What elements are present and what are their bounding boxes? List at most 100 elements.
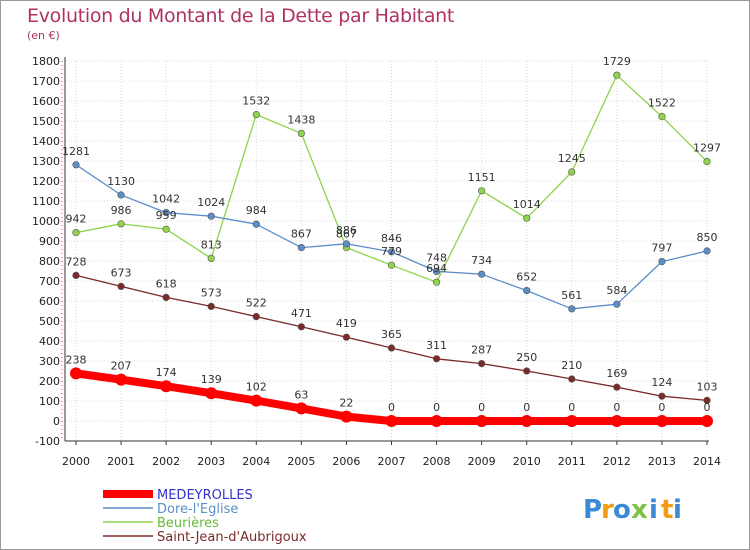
data-point (658, 392, 666, 400)
data-point (207, 254, 215, 262)
data-point (475, 415, 488, 427)
y-tick-label: 400 (39, 335, 60, 348)
y-tick-label: 1000 (32, 215, 60, 228)
data-point (207, 302, 215, 311)
data-point (162, 293, 170, 302)
data-point (613, 383, 621, 391)
y-tick-label: 800 (39, 255, 60, 268)
data-point (613, 300, 621, 308)
y-tick-label: 1200 (32, 175, 60, 188)
data-point (610, 415, 623, 427)
data-label: 102 (246, 381, 267, 394)
data-label: 779 (381, 245, 402, 258)
data-point (565, 415, 578, 427)
data-label: 1729 (603, 55, 631, 68)
x-tick-label: 2009 (468, 455, 496, 468)
data-label: 1532 (242, 95, 270, 108)
logo-letter: t (661, 495, 673, 525)
data-point (523, 287, 531, 295)
x-tick-label: 2013 (648, 455, 676, 468)
legend-entry: MEDEYROLLES (157, 488, 253, 503)
data-label: 238 (66, 353, 87, 366)
chart-title: Evolution du Montant de la Dette par Hab… (27, 5, 455, 27)
data-point (117, 220, 125, 228)
y-tick-label: 900 (39, 235, 60, 248)
chart-subtitle: (en €) (27, 29, 60, 42)
data-labels: 942 986 959 813 1532 1438 867 779 694 1151 1014 124… (62, 55, 721, 414)
x-tick-label: 2004 (242, 455, 270, 468)
data-point (252, 313, 260, 321)
axes: -100010020030040050060070080090010001100… (32, 55, 721, 468)
proxiti-logo: Pr o x i t i (583, 495, 682, 525)
y-tick-label: 700 (39, 275, 60, 288)
legend-entry: Dore-l'Eglise (157, 502, 238, 517)
data-label: 942 (66, 213, 87, 226)
legend: MEDEYROLLESDore-l'EgliseBeurièresSaint-J… (103, 488, 307, 545)
data-label: 584 (606, 284, 627, 297)
data-point (117, 282, 125, 291)
data-label: 63 (294, 388, 308, 401)
data-point (655, 415, 668, 427)
logo-letter: P (583, 495, 602, 525)
data-point (252, 110, 260, 119)
x-tick-label: 2003 (197, 455, 225, 468)
data-point (387, 344, 396, 352)
data-label: 797 (651, 242, 672, 255)
x-tick-label: 2005 (287, 455, 315, 468)
data-label: 734 (471, 254, 492, 267)
data-label: 1281 (62, 145, 90, 158)
data-point (432, 355, 441, 363)
data-label: 210 (561, 359, 582, 372)
legend-entry: Saint-Jean-d'Aubrigoux (157, 530, 307, 545)
data-label: 1245 (558, 152, 586, 165)
data-point (297, 323, 305, 331)
y-tick-label: 500 (39, 315, 60, 328)
data-point (430, 415, 443, 427)
data-point (568, 168, 576, 176)
data-label: 139 (201, 373, 222, 386)
data-label: 561 (561, 289, 582, 302)
y-tick-label: 100 (39, 395, 60, 408)
data-label: 419 (336, 317, 357, 330)
x-tick-label: 2000 (62, 455, 90, 468)
data-label: 748 (426, 251, 447, 264)
data-label: 174 (156, 366, 177, 379)
data-point (72, 229, 80, 237)
y-tick-label: 1800 (32, 55, 60, 68)
data-point (523, 214, 531, 222)
logo-letter: r (601, 495, 614, 525)
data-label: 0 (388, 401, 395, 414)
y-tick-label: 1700 (32, 75, 60, 88)
data-label: 618 (156, 277, 177, 290)
x-tick-label: 2012 (603, 455, 631, 468)
data-point (72, 161, 80, 169)
data-label: 886 (336, 224, 357, 237)
x-tick-label: 2010 (513, 455, 541, 468)
data-label: 986 (111, 204, 132, 217)
data-point (478, 187, 486, 195)
data-label: 959 (156, 209, 177, 222)
data-label: 846 (381, 232, 402, 245)
data-point (205, 387, 218, 400)
data-point (658, 258, 666, 266)
data-label: 0 (704, 401, 711, 414)
data-label: 867 (291, 228, 312, 241)
data-point (250, 394, 263, 407)
x-tick-label: 2007 (378, 455, 406, 468)
y-tick-label: 1300 (32, 155, 60, 168)
data-label: 573 (201, 286, 222, 299)
data-point (162, 209, 170, 217)
x-tick-label: 2001 (107, 455, 135, 468)
legend-entry: Beurières (157, 516, 219, 531)
data-label: 522 (246, 297, 267, 310)
data-point (432, 267, 441, 276)
data-point (342, 240, 351, 248)
data-label: 124 (651, 376, 672, 389)
data-point (658, 112, 666, 121)
y-tick-label: -100 (35, 435, 60, 448)
data-label: 0 (478, 401, 485, 414)
data-label: 984 (246, 204, 267, 217)
data-label: 311 (426, 339, 447, 352)
